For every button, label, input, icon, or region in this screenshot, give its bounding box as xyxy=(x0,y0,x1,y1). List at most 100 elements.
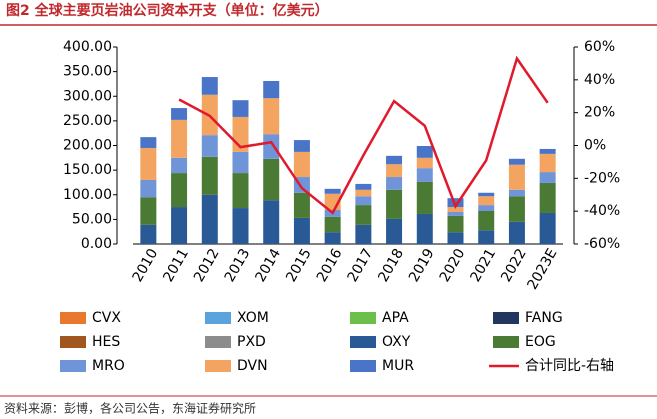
x-tick-label: 2022 xyxy=(498,246,530,285)
bar-segment xyxy=(539,153,556,173)
bar-segment xyxy=(140,224,157,244)
bar-segment xyxy=(140,147,157,180)
bar-segment xyxy=(416,157,433,169)
bar-segment xyxy=(416,213,433,244)
y-tick-label: 400.00 xyxy=(63,39,112,55)
bar-segment xyxy=(508,189,525,197)
legend-swatch xyxy=(205,360,231,372)
bar-segment xyxy=(201,156,218,195)
y-tick-label: 100.00 xyxy=(63,187,112,203)
legend-label: 合计同比-右轴 xyxy=(525,358,614,374)
bar-segment xyxy=(478,230,495,244)
x-tick-label: 2015 xyxy=(283,246,315,285)
bar-segment xyxy=(447,207,464,212)
bar-segment xyxy=(293,192,310,218)
bar-segment xyxy=(201,77,218,95)
bar-segment xyxy=(324,188,341,194)
y2-tick-label: 0% xyxy=(584,138,606,154)
x-tick-label: 2010 xyxy=(130,246,162,285)
x-tick-label: 2011 xyxy=(160,246,192,285)
bar-segment xyxy=(539,212,556,244)
y-tick-label: 0.00 xyxy=(81,236,112,252)
bar-segment xyxy=(447,198,464,208)
y2-tick-label: 20% xyxy=(584,105,615,121)
x-tick-label: 2014 xyxy=(252,246,284,285)
line xyxy=(178,55,549,215)
y2-tick-label: 60% xyxy=(584,39,615,55)
bar-segment xyxy=(140,179,157,198)
bar-segment xyxy=(508,221,525,244)
x-tick-label: 2012 xyxy=(191,246,223,285)
legend-swatch xyxy=(205,336,231,348)
bar-segment xyxy=(263,200,280,244)
bar-segment xyxy=(232,173,249,209)
legend-swatch xyxy=(493,312,519,324)
legend-label: APA xyxy=(382,310,409,326)
bar-segment xyxy=(201,194,218,244)
bar-segment xyxy=(386,164,403,178)
bar-segment xyxy=(539,172,556,183)
legend-swatch xyxy=(350,312,376,324)
bar-segment xyxy=(263,134,280,159)
bar-segment xyxy=(447,232,464,244)
legend-swatch xyxy=(205,312,231,324)
y-tick-label: 300.00 xyxy=(63,88,112,104)
bar-segment xyxy=(386,218,403,244)
bar-segment xyxy=(508,158,525,165)
bar-segment xyxy=(416,181,433,214)
source: 资料来源：彭博，各公司公告，东海证券研究所 xyxy=(4,401,256,416)
chart-title: 图2 全球主要页岩油公司资本开支（单位：亿美元） xyxy=(6,2,329,19)
x-tick-label: 2021 xyxy=(467,246,499,285)
bar-segment xyxy=(539,148,556,154)
bar-segment xyxy=(232,208,249,244)
bar-segment xyxy=(324,216,341,233)
bar-segment xyxy=(293,140,310,152)
legend-label: FANG xyxy=(525,310,563,326)
bar-segment xyxy=(201,135,218,157)
x-tick-label: 2017 xyxy=(345,246,377,285)
y2-tick-label: -20% xyxy=(584,170,620,186)
bar-segment xyxy=(447,215,464,233)
bar-segment xyxy=(416,168,433,182)
bar-segment xyxy=(478,205,495,212)
y-tick-label: 150.00 xyxy=(63,162,112,178)
bar-segment xyxy=(263,80,280,99)
bar-segment xyxy=(232,100,249,117)
legend-swatch xyxy=(60,360,86,372)
bar-segment xyxy=(355,183,372,190)
bar-segment xyxy=(293,151,310,178)
legend-swatch xyxy=(60,336,86,348)
bar-segment xyxy=(171,207,188,244)
x-tick-label: 2013 xyxy=(222,246,254,285)
bar-segment xyxy=(263,158,280,201)
legend-swatch xyxy=(350,336,376,348)
bar-segment xyxy=(171,119,188,158)
bar-segment xyxy=(293,217,310,244)
bar-segment xyxy=(447,211,464,216)
legend-label: XOM xyxy=(237,310,269,326)
bar-segment xyxy=(386,189,403,219)
legend-label: MUR xyxy=(382,358,414,374)
y-tick-label: 200.00 xyxy=(63,138,112,154)
bar-segment xyxy=(355,224,372,244)
x-tick-label: 2020 xyxy=(437,246,469,285)
legend-label: DVN xyxy=(237,358,268,374)
bar-segment xyxy=(324,232,341,244)
bar-segment xyxy=(171,108,188,120)
y-tick-label: 250.00 xyxy=(63,113,112,129)
bar-segment xyxy=(386,155,403,165)
bar-segment xyxy=(478,211,495,231)
bar-segment xyxy=(232,151,249,174)
legend-label: CVX xyxy=(92,310,121,326)
bar-segment xyxy=(355,205,372,225)
bar-segment xyxy=(508,164,525,190)
x-tick-label: 2018 xyxy=(375,246,407,285)
y-tick-label: 350.00 xyxy=(63,64,112,80)
bar-segment xyxy=(478,192,495,197)
legend-swatch xyxy=(350,360,376,372)
y2-tick-label: -60% xyxy=(584,236,620,252)
legend-label: OXY xyxy=(382,334,411,350)
bar-segment xyxy=(140,197,157,225)
y2-tick-label: 40% xyxy=(584,72,615,88)
